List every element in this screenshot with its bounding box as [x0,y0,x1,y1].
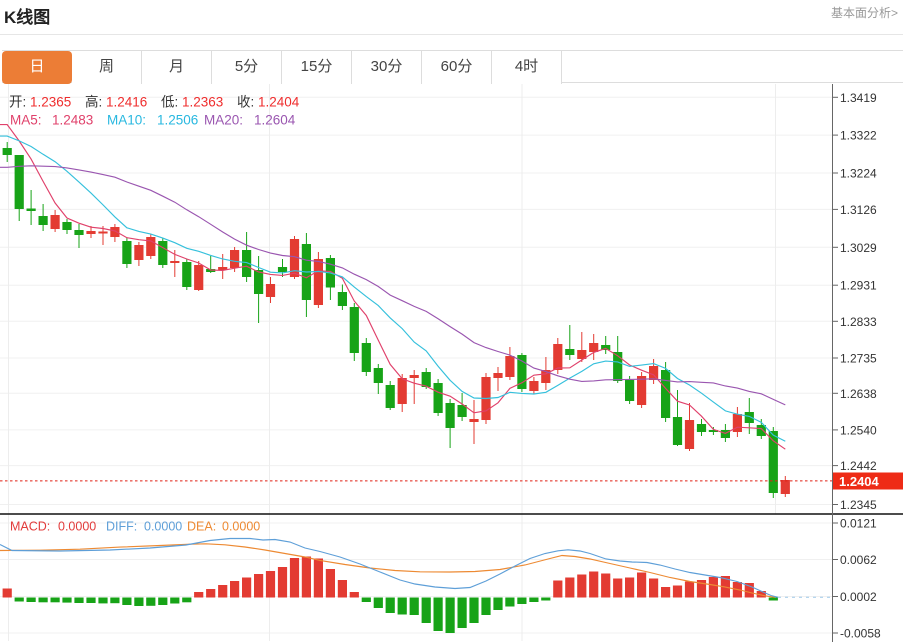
svg-text:1.3419: 1.3419 [840,91,877,105]
svg-text:1.2345: 1.2345 [840,498,877,512]
svg-text:1.2540: 1.2540 [840,423,877,437]
svg-text:1.2638: 1.2638 [840,387,877,401]
svg-text:1.2404: 1.2404 [839,474,880,489]
svg-text:1.3224: 1.3224 [840,167,877,181]
svg-text:1.3126: 1.3126 [840,203,877,217]
svg-text:1.2442: 1.2442 [840,459,877,473]
svg-text:-0.0058: -0.0058 [840,627,881,641]
svg-text:1.2931: 1.2931 [840,279,877,293]
svg-text:1.2735: 1.2735 [840,352,877,366]
svg-text:1.3322: 1.3322 [840,129,877,143]
svg-text:1.3029: 1.3029 [840,241,877,255]
svg-text:1.2833: 1.2833 [840,315,877,329]
svg-text:0.0002: 0.0002 [840,590,877,604]
svg-text:0.0121: 0.0121 [840,517,877,531]
svg-text:0.0062: 0.0062 [840,553,877,567]
